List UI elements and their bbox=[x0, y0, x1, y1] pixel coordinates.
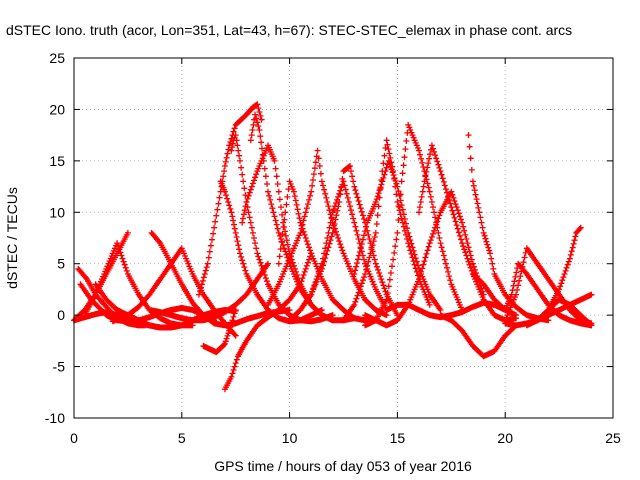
y-tick-label: 20 bbox=[49, 101, 65, 117]
y-tick-label: -5 bbox=[53, 359, 66, 375]
y-tick-label: 0 bbox=[57, 307, 65, 323]
x-tick-label: 25 bbox=[605, 430, 621, 446]
y-tick-label: -10 bbox=[45, 410, 65, 426]
data-series bbox=[71, 101, 595, 393]
plus-markers bbox=[196, 101, 265, 298]
series-23 bbox=[362, 188, 487, 329]
plus-markers bbox=[297, 178, 390, 313]
y-axis-label: dSTEC / TECUs bbox=[4, 187, 20, 289]
y-tick-label: 5 bbox=[57, 256, 65, 272]
x-tick-label: 15 bbox=[390, 430, 406, 446]
plus-markers bbox=[146, 260, 271, 324]
y-tick-label: 10 bbox=[49, 204, 65, 220]
series-13 bbox=[196, 101, 265, 298]
series-12 bbox=[228, 132, 336, 325]
x-tick-label: 10 bbox=[282, 430, 298, 446]
y-axis-ticks: -10 -5 0 5 10 15 20 25 bbox=[45, 50, 613, 426]
plus-markers bbox=[362, 188, 487, 329]
y-tick-label: 25 bbox=[49, 50, 65, 66]
plot-frame bbox=[73, 57, 614, 419]
x-tick-label: 20 bbox=[497, 430, 513, 446]
x-axis-ticks: 0 5 10 15 20 25 bbox=[70, 58, 621, 446]
plus-markers bbox=[228, 132, 336, 325]
x-tick-label: 5 bbox=[178, 430, 186, 446]
plus-markers bbox=[200, 307, 239, 356]
series-14 bbox=[247, 111, 358, 324]
plus-markers bbox=[534, 296, 595, 329]
plus-markers bbox=[437, 312, 519, 360]
grid-lines bbox=[74, 58, 613, 418]
x-tick-label: 0 bbox=[70, 430, 78, 446]
y-tick-label: 15 bbox=[49, 153, 65, 169]
chart-title: dSTEC Iono. truth (acor, Lon=351, Lat=43… bbox=[6, 22, 572, 38]
plus-markers bbox=[109, 245, 239, 339]
x-axis-label: GPS time / hours of day 053 of year 2016 bbox=[214, 458, 472, 474]
series-7 bbox=[109, 245, 239, 339]
series-32 bbox=[534, 296, 595, 329]
series-19 bbox=[297, 178, 390, 313]
plus-markers bbox=[247, 111, 358, 324]
series-9 bbox=[200, 307, 239, 356]
series-8 bbox=[146, 260, 271, 324]
series-26 bbox=[437, 312, 519, 360]
